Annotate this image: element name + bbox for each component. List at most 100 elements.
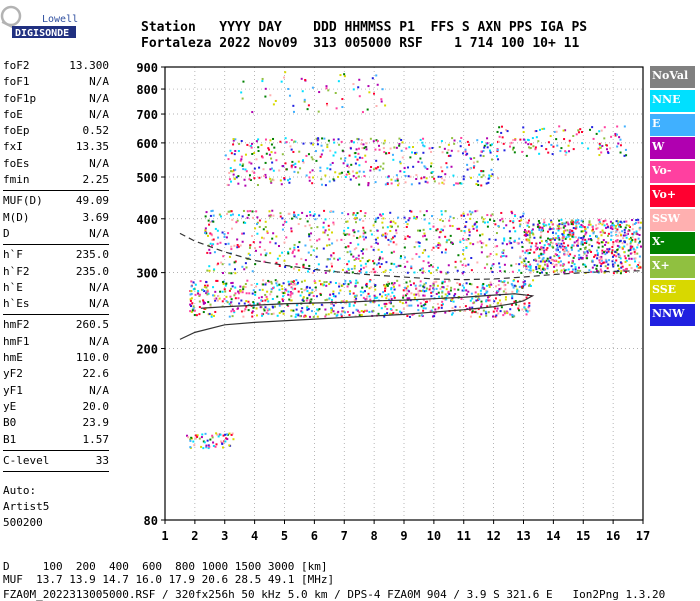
echo-point — [424, 300, 427, 303]
echo-point — [353, 301, 356, 304]
echo-point — [487, 177, 490, 180]
echo-point — [240, 310, 243, 313]
echo-point — [499, 280, 502, 283]
echo-point — [406, 285, 409, 288]
echo-point — [530, 143, 533, 146]
echo-point — [431, 215, 434, 218]
echo-point — [305, 214, 308, 217]
echo-point — [237, 150, 240, 153]
echo-point — [602, 220, 605, 223]
echo-point — [377, 216, 380, 219]
echo-point — [525, 154, 528, 157]
echo-point — [385, 283, 388, 286]
echo-point — [249, 254, 252, 257]
echo-point — [538, 241, 541, 244]
echo-point — [497, 283, 500, 286]
param-value: 260.5 — [75, 318, 109, 332]
echo-point — [459, 239, 462, 242]
echo-point — [523, 234, 526, 237]
param-name: yE — [3, 399, 17, 413]
echo-point — [449, 234, 452, 237]
echo-point — [509, 237, 512, 240]
echo-point — [292, 288, 295, 291]
echo-point — [612, 243, 615, 246]
echo-point — [530, 229, 533, 232]
echo-point — [509, 308, 512, 311]
echo-point — [635, 265, 638, 268]
echo-point — [542, 266, 545, 269]
echo-point — [230, 170, 233, 173]
echo-point — [294, 315, 297, 318]
legend-item-nnw: NNW — [650, 303, 695, 326]
echo-point — [338, 292, 341, 295]
echo-point — [429, 286, 432, 289]
echo-point — [365, 298, 368, 301]
echo-point — [341, 212, 344, 215]
echo-point — [348, 166, 351, 169]
echo-point — [207, 301, 210, 304]
echo-point — [636, 246, 639, 249]
echo-point — [341, 98, 344, 101]
echo-point — [355, 279, 358, 282]
echo-point — [442, 182, 445, 185]
echo-point — [633, 231, 636, 234]
echo-point — [223, 298, 226, 301]
echo-point — [231, 218, 234, 221]
echo-point — [488, 285, 491, 288]
echo-point — [230, 180, 233, 183]
echo-point — [618, 246, 621, 249]
echo-point — [209, 242, 212, 245]
echo-point — [251, 315, 254, 318]
echo-point — [222, 282, 225, 285]
echo-point — [489, 281, 492, 284]
echo-point — [522, 258, 525, 261]
echo-point — [566, 229, 569, 232]
echo-point — [386, 294, 389, 297]
param-name: h`E — [3, 280, 23, 294]
echo-point — [361, 252, 364, 255]
echo-point — [616, 244, 619, 247]
echo-point — [464, 305, 467, 308]
echo-point — [638, 266, 641, 269]
echo-point — [462, 270, 465, 273]
echo-point — [419, 157, 422, 160]
echo-point — [604, 219, 607, 222]
echo-point — [584, 238, 587, 241]
echo-point — [189, 438, 192, 441]
echo-point — [467, 238, 470, 241]
echo-point — [198, 294, 201, 297]
echo-point — [564, 229, 567, 232]
echo-point — [274, 99, 277, 102]
echo-point — [217, 236, 220, 239]
echo-point — [476, 180, 479, 183]
echo-point — [469, 315, 472, 318]
echo-point — [203, 441, 206, 444]
echo-point — [460, 214, 463, 217]
echo-point — [294, 287, 297, 290]
echo-point — [346, 233, 349, 236]
echo-point — [567, 261, 570, 264]
echo-point — [588, 220, 591, 223]
echo-point — [498, 287, 501, 290]
echo-point — [604, 250, 607, 253]
echo-point — [541, 127, 544, 130]
echo-point — [432, 287, 435, 290]
echo-point — [227, 158, 230, 161]
echo-point — [349, 290, 352, 293]
echo-point — [602, 261, 605, 264]
echo-point — [584, 230, 587, 233]
echo-point — [354, 162, 357, 165]
param-value: 49.09 — [75, 194, 109, 208]
echo-point — [535, 242, 538, 245]
echo-point — [373, 92, 376, 95]
echo-point — [364, 146, 367, 149]
echo-point — [526, 234, 529, 237]
echo-point — [556, 254, 559, 257]
echo-point — [390, 225, 393, 228]
echo-point — [198, 306, 201, 309]
echo-point — [538, 228, 541, 231]
echo-point — [228, 178, 231, 181]
echo-point — [449, 215, 452, 218]
echo-point — [440, 286, 443, 289]
echo-point — [513, 239, 516, 242]
